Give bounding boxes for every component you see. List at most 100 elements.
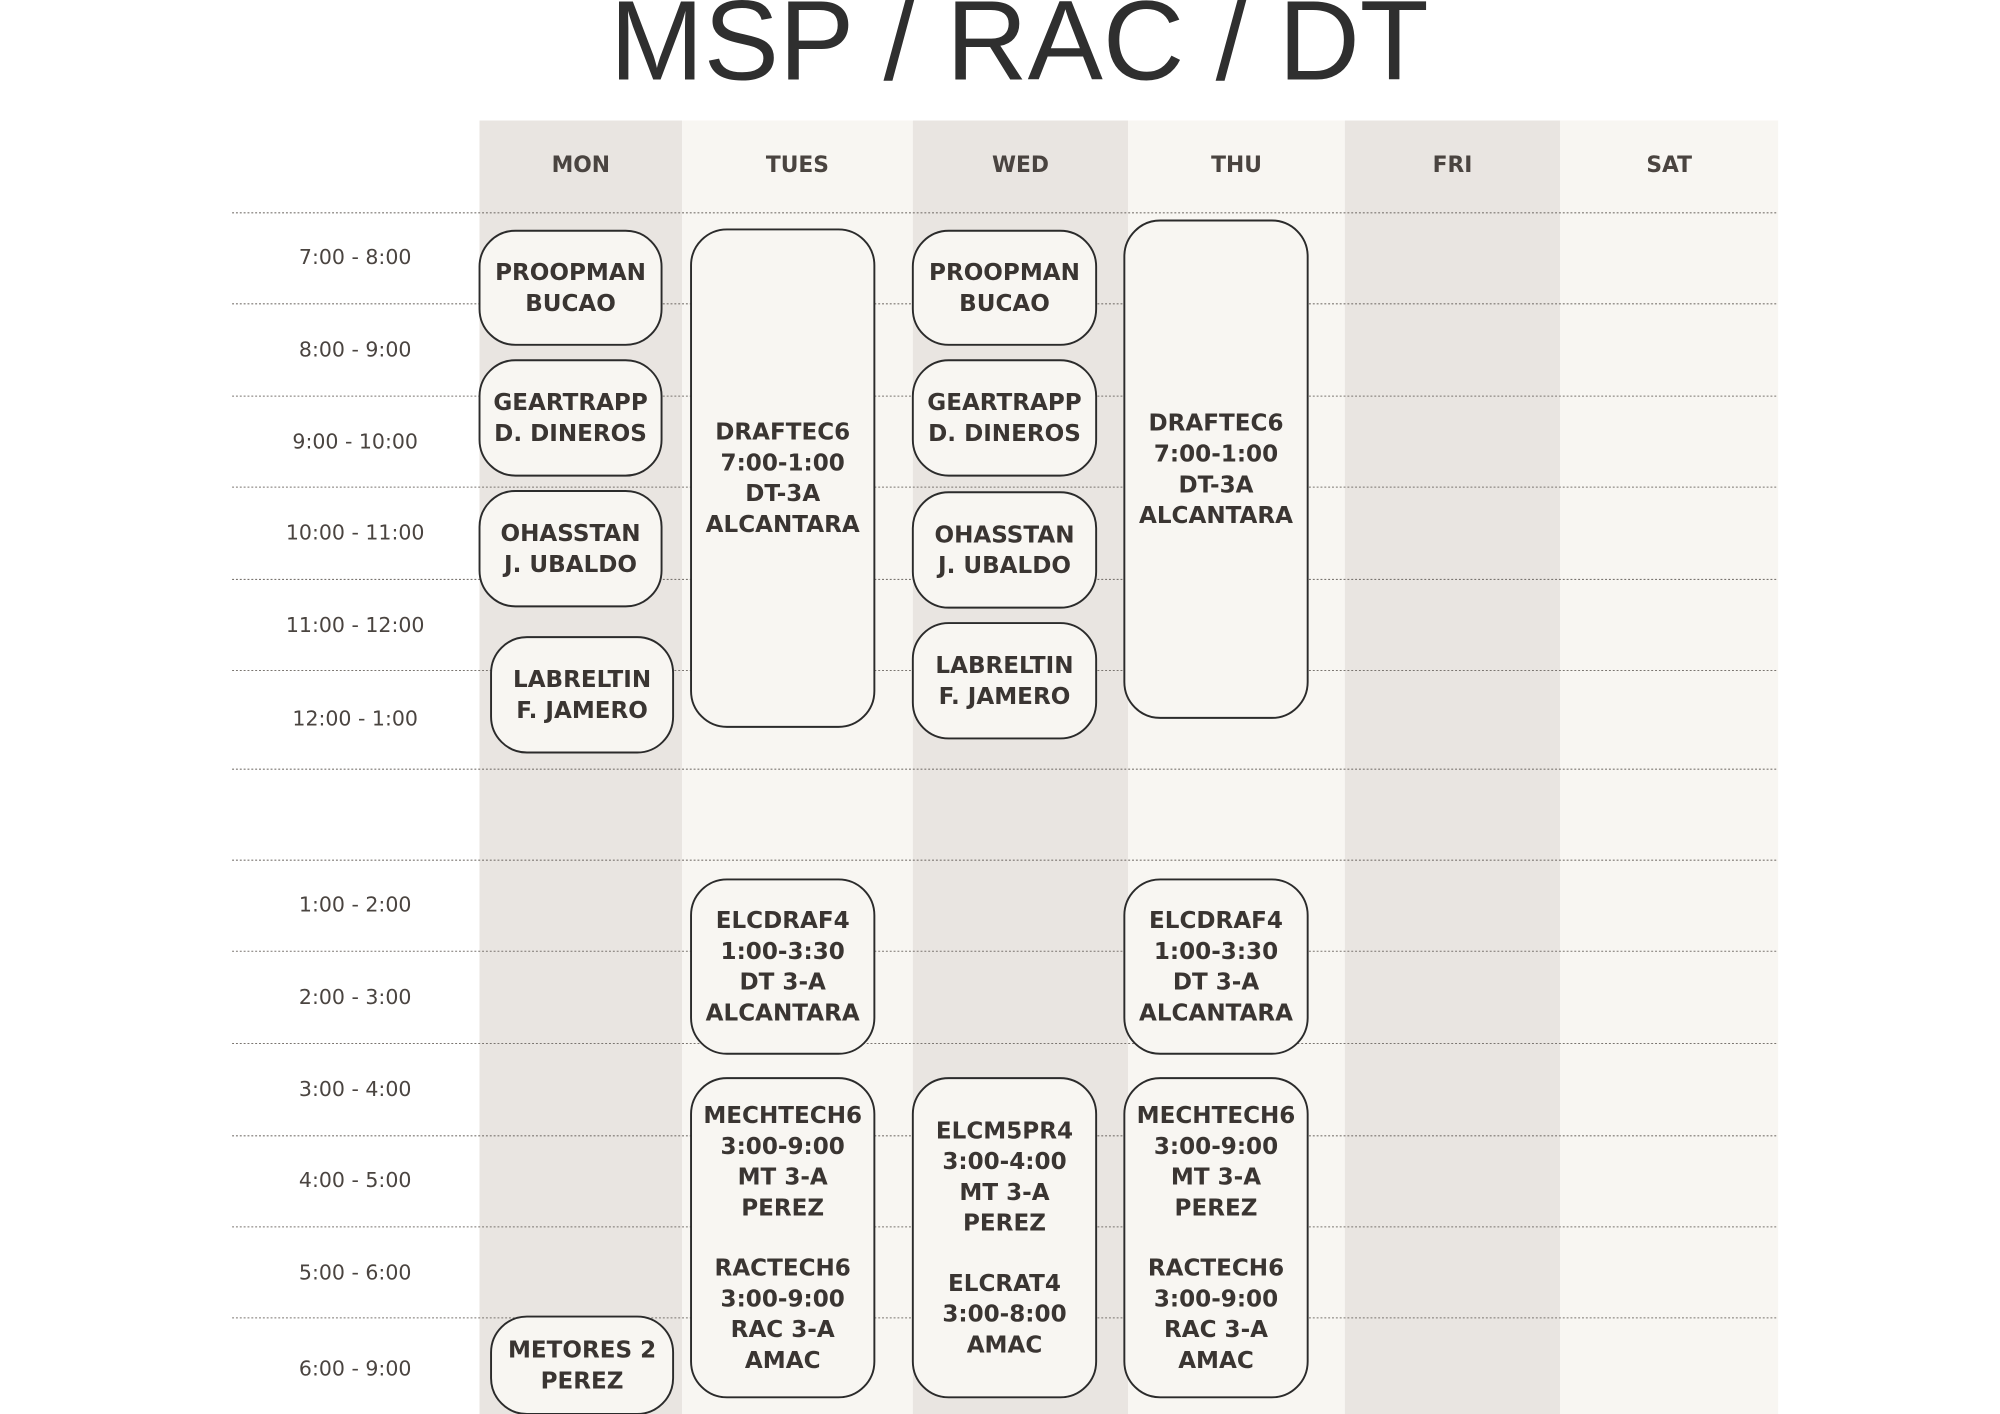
class-block: DRAFTEC6 7:00-1:00 DT-3A ALCANTARA <box>690 228 876 728</box>
class-text: F. JAMERO <box>939 684 1071 710</box>
class-text: J. UBALDO <box>502 552 637 578</box>
class-text: GEARTRAPP <box>493 390 647 416</box>
class-text: 3:00-8:00 <box>942 1302 1066 1328</box>
time-label: 2:00 - 3:00 <box>299 985 412 1009</box>
class-text: ALCANTARA <box>706 512 860 538</box>
class-text: ALCANTARA <box>706 1000 860 1026</box>
class-block: OHASSTAN J. UBALDO <box>911 491 1098 609</box>
class-card <box>911 622 1098 740</box>
class-text: LABRELTIN <box>513 667 651 693</box>
class-text: ELCDRAF4 <box>1149 908 1283 934</box>
class-text: MT 3-A <box>959 1180 1049 1206</box>
class-block: PROOPMAN BUCAO <box>911 229 1098 346</box>
class-text: GEARTRAPP <box>927 390 1081 416</box>
class-text: 7:00-1:00 <box>721 450 845 476</box>
class-text: MT 3-A <box>1171 1165 1261 1191</box>
class-block: OHASSTAN J. UBALDO <box>478 490 663 608</box>
day-header: MON <box>552 153 610 178</box>
class-text: 1:00-3:30 <box>1154 939 1278 965</box>
time-label: 7:00 - 8:00 <box>299 245 412 269</box>
class-card <box>690 1077 876 1399</box>
class-text: DT-3A <box>745 481 820 507</box>
class-text: AMAC <box>1178 1348 1254 1374</box>
class-text: OHASSTAN <box>501 521 641 547</box>
class-text: OHASSTAN <box>934 522 1074 548</box>
time-label: 4:00 - 5:00 <box>299 1168 412 1192</box>
class-block: GEARTRAPP D. DINEROS <box>911 359 1098 477</box>
time-label: 8:00 - 9:00 <box>299 337 412 361</box>
class-card <box>911 229 1098 346</box>
class-block: MECHTECH6 3:00-9:00 MT 3-A PEREZ RACTECH6 3:0… <box>1123 1077 1309 1399</box>
class-text: PROOPMAN <box>495 260 646 286</box>
class-card <box>490 636 675 754</box>
class-text: DRAFTEC6 <box>715 420 850 446</box>
class-card <box>478 359 663 477</box>
class-card <box>911 359 1098 477</box>
time-label: 9:00 - 10:00 <box>292 430 418 454</box>
day-header: SAT <box>1646 153 1692 178</box>
class-text: BUCAO <box>959 291 1050 317</box>
class-text: ALCANTARA <box>1139 1000 1293 1026</box>
class-text: BUCAO <box>525 291 616 317</box>
class-text: MECHTECH6 <box>1137 1103 1296 1129</box>
class-text: DT-3A <box>1179 472 1254 498</box>
day-header: THU <box>1211 153 1262 178</box>
class-text: RAC 3-A <box>731 1317 835 1343</box>
class-block: ELCDRAF4 1:00-3:30 DT 3-A ALCANTARA <box>1123 878 1309 1055</box>
class-text: PEREZ <box>1175 1195 1258 1221</box>
class-text: ALCANTARA <box>1139 503 1293 529</box>
class-block: ELCM5PR4 3:00-4:00 MT 3-A PEREZ ELCRAT4 3:00-… <box>911 1077 1098 1399</box>
time-label: 10:00 - 11:00 <box>286 521 425 545</box>
class-text: PROOPMAN <box>929 260 1080 286</box>
class-card <box>690 878 876 1055</box>
class-block: DRAFTEC6 7:00-1:00 DT-3A ALCANTARA <box>1123 219 1309 719</box>
class-text: F. JAMERO <box>516 698 648 724</box>
class-text: DT 3-A <box>740 970 827 996</box>
day-column <box>1344 120 1561 1414</box>
time-label: 12:00 - 1:00 <box>292 707 418 731</box>
class-text: AMAC <box>745 1348 821 1374</box>
day-header: WED <box>992 153 1049 178</box>
class-block: LABRELTIN F. JAMERO <box>911 622 1098 740</box>
class-block: GEARTRAPP D. DINEROS <box>478 359 663 477</box>
class-text: RACTECH6 <box>715 1256 851 1282</box>
class-card <box>478 490 663 608</box>
class-card <box>1123 1077 1309 1399</box>
time-label: 6:00 - 9:00 <box>299 1357 412 1381</box>
class-card <box>1123 878 1309 1055</box>
class-card <box>490 1315 675 1414</box>
class-text: ELCM5PR4 <box>936 1118 1073 1144</box>
time-label: 11:00 - 12:00 <box>286 613 425 637</box>
class-card <box>478 229 663 346</box>
page-title: MSP / RAC / DT <box>610 0 1429 103</box>
class-text: PEREZ <box>741 1195 824 1221</box>
time-label: 3:00 - 4:00 <box>299 1077 412 1101</box>
class-text: J. UBALDO <box>936 553 1071 579</box>
day-column <box>1560 120 1779 1414</box>
day-header: FRI <box>1433 153 1473 178</box>
class-block: LABRELTIN F. JAMERO <box>490 636 675 754</box>
day-header: TUES <box>766 153 829 178</box>
class-text: DRAFTEC6 <box>1149 411 1284 437</box>
class-block: METORES 2 PEREZ <box>490 1315 675 1414</box>
class-text: 7:00-1:00 <box>1154 442 1278 468</box>
class-text: PEREZ <box>963 1211 1046 1237</box>
class-text: METORES 2 <box>508 1338 656 1364</box>
class-text: D. DINEROS <box>928 421 1081 447</box>
class-block: ELCDRAF4 1:00-3:30 DT 3-A ALCANTARA <box>690 878 876 1055</box>
class-card <box>911 491 1098 609</box>
time-label: 5:00 - 6:00 <box>299 1260 412 1284</box>
class-card <box>1123 219 1309 719</box>
time-label: 1:00 - 2:00 <box>299 892 412 916</box>
class-text: 3:00-9:00 <box>1154 1286 1278 1312</box>
class-text: ELCRAT4 <box>948 1271 1061 1297</box>
class-text: AMAC <box>967 1332 1043 1358</box>
class-text: D. DINEROS <box>494 421 647 447</box>
class-card <box>690 228 876 728</box>
class-card <box>911 1077 1098 1399</box>
class-text: RAC 3-A <box>1164 1317 1268 1343</box>
class-text: 3:00-9:00 <box>1154 1134 1278 1160</box>
class-text: LABRELTIN <box>935 653 1073 679</box>
class-text: RACTECH6 <box>1148 1256 1284 1282</box>
